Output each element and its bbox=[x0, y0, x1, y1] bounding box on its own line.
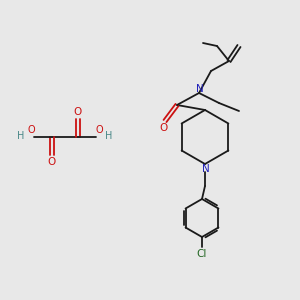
Text: H: H bbox=[105, 131, 113, 141]
Text: O: O bbox=[95, 125, 103, 135]
Text: O: O bbox=[48, 157, 56, 167]
Text: O: O bbox=[160, 123, 168, 133]
Text: O: O bbox=[27, 125, 35, 135]
Text: N: N bbox=[196, 84, 204, 94]
Text: H: H bbox=[17, 131, 25, 141]
Text: O: O bbox=[74, 107, 82, 117]
Text: Cl: Cl bbox=[197, 249, 207, 259]
Text: N: N bbox=[202, 164, 210, 174]
